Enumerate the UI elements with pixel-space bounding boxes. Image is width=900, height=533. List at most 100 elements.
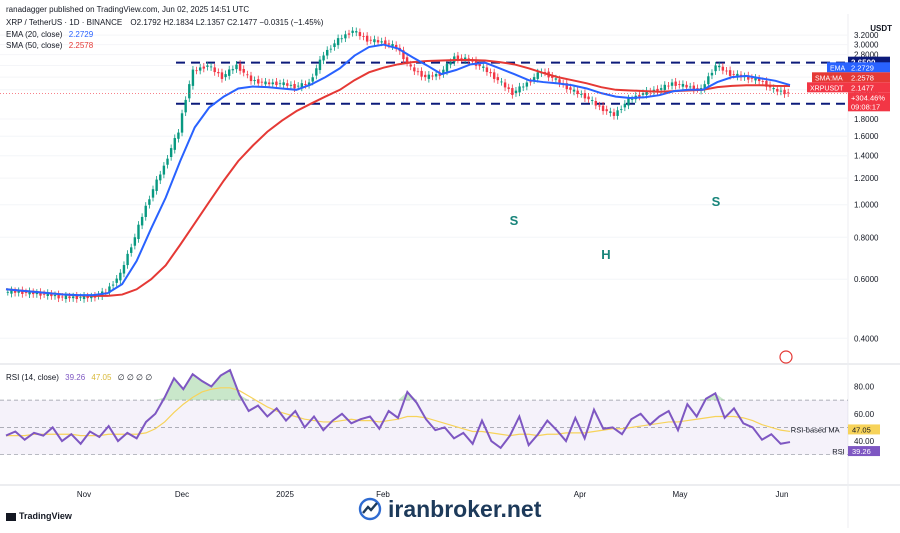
candle-body (551, 75, 554, 78)
candle-body (24, 292, 28, 294)
ema-legend-value: 2.2729 (68, 30, 94, 39)
candle-body (688, 86, 692, 88)
candle-body (340, 38, 343, 40)
symbol-label[interactable]: XRP / TetherUS · 1D · BINANCE (6, 18, 123, 27)
rsi-legend[interactable]: RSI (14, close) 39.26 47.05 ∅ ∅ ∅ ∅ (6, 373, 152, 382)
rsi-ma-line (6, 387, 791, 437)
candle-body (554, 78, 558, 80)
candle-body (754, 77, 757, 81)
candle-body (641, 93, 645, 95)
candle-body (496, 77, 500, 81)
candle-body (148, 199, 151, 205)
ema-legend[interactable]: EMA (20, close) 2.2729 (6, 30, 93, 39)
candle-body (471, 60, 474, 62)
candle-body (605, 109, 608, 112)
candle-body (206, 65, 209, 67)
candle-body (75, 295, 78, 300)
candle-body (159, 174, 162, 181)
candle-body (532, 77, 536, 81)
candle-body (518, 86, 521, 93)
rsi-legend-value: 39.26 (65, 373, 86, 382)
candle-body (28, 291, 31, 295)
rsi-legend-label: RSI (14, close) (6, 373, 59, 382)
sma-legend-label: SMA (50, close) (6, 41, 63, 50)
candle-body (514, 90, 518, 94)
candle-body (445, 63, 449, 72)
candle-body (609, 111, 612, 113)
broker-logo-icon (358, 497, 382, 521)
ema-legend-label: EMA (20, close) (6, 30, 63, 39)
candle-body (656, 88, 659, 92)
candle-body (35, 292, 39, 295)
candle-body (13, 291, 17, 293)
rsi-tag-value: 47.05 (852, 425, 871, 434)
candle-body (402, 50, 405, 60)
candle-body (300, 83, 304, 88)
candle-body (264, 81, 267, 85)
candle-body (166, 158, 169, 165)
candle-body (202, 66, 206, 69)
candle-body (765, 80, 768, 87)
price-tag-name-bg (827, 62, 848, 73)
candle-body (725, 70, 728, 72)
candle-body (590, 100, 594, 101)
price-tag-name: SMA:MA (815, 75, 843, 82)
publish-info: ranadagger published on TradingView.com,… (6, 5, 250, 14)
candle-body (155, 179, 158, 191)
time-tick-label: Apr (574, 490, 587, 499)
candle-body (21, 290, 24, 294)
symbol-ohlc-line: XRP / TetherUS · 1D · BINANCE O2.1792 H2… (6, 18, 323, 27)
candle-body (772, 88, 775, 90)
candle-body (463, 57, 467, 61)
candle-body (525, 82, 529, 87)
candle-body (387, 43, 391, 45)
candle-body (220, 72, 224, 79)
ohlc-values: O2.1792 H2.1834 L2.1357 C2.1477 −0.0315 … (130, 18, 324, 27)
candle-body (659, 88, 663, 90)
candle-body (623, 103, 627, 108)
candle-body (638, 94, 641, 97)
candle-body (140, 216, 144, 226)
candle-body (783, 89, 786, 95)
candle-body (57, 294, 60, 299)
candle-body (228, 69, 231, 76)
sma-legend[interactable]: SMA (50, close) 2.2578 (6, 41, 93, 50)
candle-body (184, 99, 187, 113)
candle-body (311, 77, 314, 82)
price-tag-bg (848, 101, 890, 112)
tradingview-logo[interactable]: TradingView (6, 511, 72, 521)
candle-body (478, 64, 481, 67)
candle-body (750, 77, 754, 79)
candle-body (162, 165, 166, 175)
candle-body (456, 55, 460, 60)
price-tick-label: 2.8000 (854, 51, 879, 60)
candle-body (82, 295, 86, 300)
candle-body (333, 43, 336, 48)
candle-body (278, 83, 282, 85)
time-tick-label: May (672, 490, 687, 499)
time-tick-label: 2025 (276, 490, 294, 499)
candle-body (126, 253, 129, 266)
candle-body (732, 74, 735, 75)
tradingview-icon (6, 512, 16, 521)
time-tick-label: Dec (175, 490, 189, 499)
price-tick-label: 1.2000 (854, 174, 879, 183)
candle-body (678, 84, 681, 85)
price-tick-label: 0.4000 (854, 334, 879, 343)
candle-body (500, 81, 503, 83)
pattern-annotation: S (712, 194, 721, 209)
sma-line (5, 58, 791, 297)
price-tag-value: 2.1477 (851, 83, 874, 92)
price-tag-name-bg (807, 82, 848, 93)
candle-body (122, 265, 126, 274)
candle-body (217, 72, 220, 74)
candle-body (177, 132, 180, 139)
currency-label[interactable]: USDT (870, 24, 892, 33)
candle-body (449, 62, 452, 65)
time-tick-label: Feb (376, 490, 390, 499)
rsi-tag-bg (848, 424, 880, 435)
candle-body (10, 290, 13, 294)
ema-line (5, 43, 791, 297)
candle-body (209, 66, 213, 68)
candle-body (413, 67, 416, 72)
